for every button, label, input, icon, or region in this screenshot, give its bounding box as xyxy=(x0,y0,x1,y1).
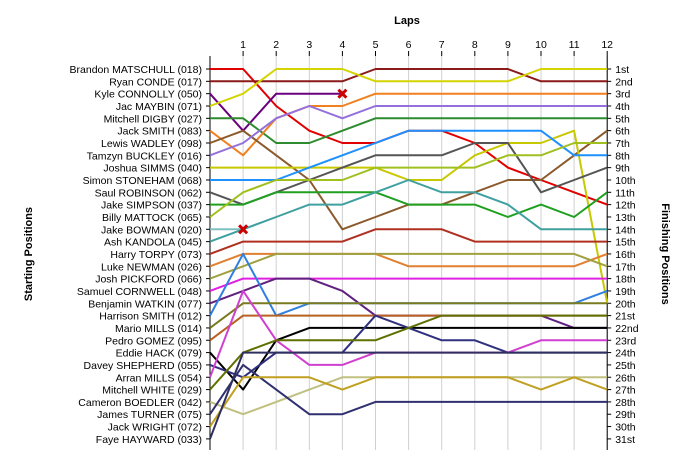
driver-label: James TURNER (075) xyxy=(97,409,202,421)
series-line xyxy=(209,179,608,243)
series-line xyxy=(210,68,608,83)
driver-label: Mario MILLS (014) xyxy=(115,323,202,335)
finishing-position-label: 29th xyxy=(615,409,636,421)
finishing-position-label: 2nd xyxy=(615,76,633,88)
finishing-position-label: 18th xyxy=(615,274,636,286)
finishing-position-label: 3rd xyxy=(615,89,630,101)
finishing-position-label: 23rd xyxy=(615,335,636,347)
series-lines xyxy=(209,68,609,440)
finishing-position-label: 9th xyxy=(615,163,630,175)
driver-label: Harry TORPY (073) xyxy=(110,249,202,261)
series-line xyxy=(209,105,608,157)
lap-label: 7 xyxy=(439,39,445,51)
lap-label: 8 xyxy=(472,39,478,51)
finishing-position-label: 31st xyxy=(615,434,635,446)
retirement-marker xyxy=(337,88,348,99)
finishing-position-label: 11th xyxy=(615,187,635,199)
series-line xyxy=(209,302,608,329)
finishing-position-label: 10th xyxy=(615,175,636,187)
lap-label: 5 xyxy=(373,39,379,51)
driver-label: Saul ROBINSON (062) xyxy=(95,187,202,199)
finishing-position-label: 26th xyxy=(615,372,636,384)
finishing-position-label: 17th xyxy=(615,261,636,273)
series-line xyxy=(210,191,608,218)
driver-label: Jac MAYBIN (071) xyxy=(116,101,202,113)
driver-label: Joshua SIMMS (040) xyxy=(103,163,202,175)
finishing-position-label: 16th xyxy=(615,249,636,261)
finishing-position-label: 1st xyxy=(615,64,629,76)
lap-label: 6 xyxy=(406,39,412,51)
finishing-position-label: 22nd xyxy=(615,323,639,335)
driver-label: Mitchell DIGBY (027) xyxy=(104,113,202,125)
series-line xyxy=(209,314,608,391)
labels: 1 2 3 4 5 6 7 8 9 10 11 121st2nd3rd4th5th6th7th8th9… xyxy=(70,39,639,446)
driver-label: Simon STONEHAM (068) xyxy=(83,175,202,187)
lap-label: 1 xyxy=(240,39,246,51)
driver-label: Mitchell WHITE (029) xyxy=(102,385,202,397)
driver-label: Cameron BOEDLER (042) xyxy=(78,397,202,409)
finishing-position-label: 12th xyxy=(615,200,636,212)
driver-label: Jake BOWMAN (020) xyxy=(101,224,202,236)
y-right-axis-title: Finishing Positions xyxy=(659,203,671,304)
retirement-markers xyxy=(238,88,348,235)
finishing-position-label: 15th xyxy=(615,237,636,249)
driver-label: Davey SHEPHERD (055) xyxy=(84,360,202,372)
finishing-position-label: 19th xyxy=(615,286,636,298)
series-line xyxy=(209,68,608,107)
driver-label: Luke NEWMAN (026) xyxy=(101,261,202,273)
grid xyxy=(206,51,612,450)
driver-label: Josh PICKFORD (066) xyxy=(95,274,202,286)
driver-label: Arran MILLS (054) xyxy=(116,372,202,384)
finishing-position-label: 28th xyxy=(615,397,636,409)
driver-label: Jake SIMPSON (037) xyxy=(101,200,202,212)
driver-label: Brandon MATSCHULL (018) xyxy=(70,64,202,76)
driver-label: Eddie HACK (079) xyxy=(116,348,202,360)
finishing-position-label: 13th xyxy=(615,212,636,224)
driver-label: Faye HAYWARD (033) xyxy=(96,434,202,446)
lap-label: 2 xyxy=(273,39,279,51)
lap-label: 12 xyxy=(601,39,613,51)
series-line xyxy=(209,142,608,218)
finishing-position-label: 5th xyxy=(615,113,630,125)
series-line xyxy=(209,228,608,255)
finishing-position-label: 27th xyxy=(615,385,636,397)
driver-label: Lewis WADLEY (098) xyxy=(101,138,202,150)
finishing-position-label: 7th xyxy=(615,138,630,150)
driver-label: Tamzyn BUCKLEY (016) xyxy=(87,150,202,162)
driver-label: Harrison SMITH (012) xyxy=(99,311,202,323)
finishing-position-label: 6th xyxy=(615,126,630,138)
driver-label: Samuel CORNWELL (048) xyxy=(77,286,202,298)
driver-label: Kyle CONNOLLY (050) xyxy=(94,89,202,101)
lap-label: 9 xyxy=(505,39,511,51)
finishing-position-label: 25th xyxy=(615,360,636,372)
finishing-position-label: 30th xyxy=(615,422,636,434)
series-line xyxy=(209,252,608,280)
series-line xyxy=(209,351,608,440)
finishing-position-label: 21st xyxy=(615,311,635,323)
lap-label: 11 xyxy=(569,39,580,51)
finishing-position-label: 20th xyxy=(615,298,636,310)
driver-label: Jack WRIGHT (072) xyxy=(108,422,202,434)
driver-label: Ash KANDOLA (045) xyxy=(104,237,202,249)
retirement-marker xyxy=(238,224,249,235)
finishing-position-label: 24th xyxy=(615,348,636,360)
x-axis-title: Laps xyxy=(394,15,420,27)
driver-label: Billy MATTOCK (065) xyxy=(102,212,202,224)
series-line xyxy=(209,376,608,428)
driver-label: Pedro GOMEZ (095) xyxy=(105,335,202,347)
series-line xyxy=(209,363,608,416)
lap-label: 10 xyxy=(535,39,547,51)
finishing-position-label: 8th xyxy=(615,150,630,162)
series-line xyxy=(210,117,608,144)
y-left-axis-title: Starting Positions xyxy=(23,207,35,301)
driver-label: Benjamin WATKIN (077) xyxy=(88,298,202,310)
finishing-position-label: 4th xyxy=(615,101,630,113)
driver-label: Ryan CONDE (017) xyxy=(109,76,202,88)
driver-label: Jack SMITH (083) xyxy=(117,126,202,138)
finishing-position-label: 14th xyxy=(615,224,636,236)
lap-label: 4 xyxy=(339,39,345,51)
lap-label: 3 xyxy=(306,39,312,51)
